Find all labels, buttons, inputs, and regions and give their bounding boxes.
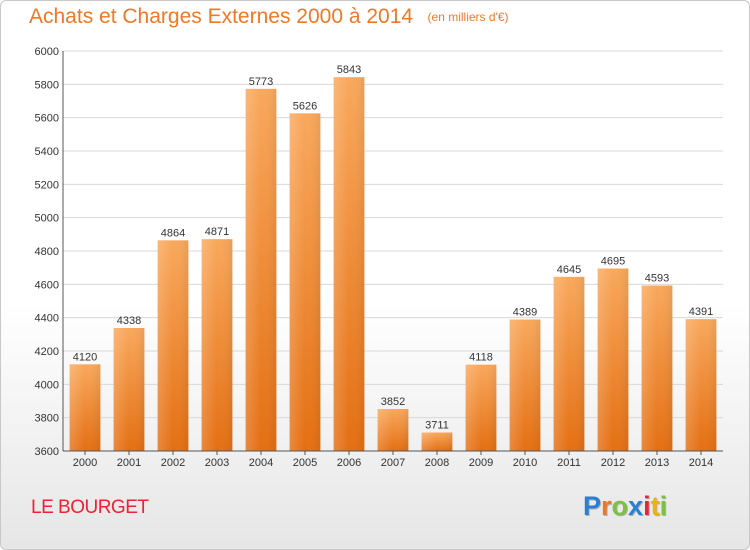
- y-tick-label: 5000: [35, 213, 59, 225]
- y-tick-label: 4200: [35, 346, 59, 358]
- data-label: 4645: [557, 264, 581, 276]
- bar-highlight: [685, 319, 717, 451]
- y-tick-label: 5400: [35, 146, 59, 158]
- bar-highlight: [421, 432, 453, 451]
- data-label: 4118: [469, 352, 493, 364]
- y-tick-label: 4800: [35, 246, 59, 258]
- bar-highlight: [245, 88, 277, 451]
- logo-letter: x: [628, 491, 644, 521]
- bar-highlight: [69, 364, 101, 451]
- chart-title: Achats et Charges Externes 2000 à 2014: [29, 5, 414, 28]
- bar-highlight: [377, 409, 409, 451]
- data-label: 4389: [513, 307, 537, 319]
- x-tick-label: 2010: [513, 457, 537, 469]
- x-tick-label: 2012: [601, 457, 625, 469]
- y-tick-label: 5600: [35, 113, 59, 125]
- y-tick-label: 4400: [35, 313, 59, 325]
- x-tick-label: 2006: [337, 457, 361, 469]
- data-label: 5843: [337, 64, 361, 76]
- location-label: LE BOURGET: [31, 497, 149, 518]
- x-tick-label: 2011: [557, 457, 581, 469]
- x-tick-label: 2008: [425, 457, 449, 469]
- logo-letter: r: [601, 491, 612, 521]
- logo-letter: i: [659, 491, 668, 521]
- data-label: 5773: [249, 76, 273, 88]
- proxiti-logo[interactable]: Proxiti: [583, 491, 667, 522]
- y-tick-label: 5800: [35, 79, 59, 91]
- logo-letter: t: [650, 491, 660, 521]
- data-label: 4391: [689, 306, 713, 318]
- data-label: 3852: [381, 396, 405, 408]
- x-tick-label: 2009: [469, 457, 493, 469]
- y-tick-label: 6000: [35, 46, 59, 58]
- data-label: 5626: [293, 100, 317, 112]
- y-tick-label: 4600: [35, 279, 59, 291]
- x-tick-label: 2014: [689, 457, 713, 469]
- bar-highlight: [553, 276, 585, 451]
- y-tick-label: 5200: [35, 179, 59, 191]
- bar-highlight: [597, 268, 629, 451]
- data-label: 4593: [645, 273, 669, 285]
- y-tick-label: 3600: [35, 446, 59, 458]
- x-tick-label: 2000: [73, 457, 97, 469]
- bar-highlight: [509, 319, 541, 451]
- data-label: 4695: [601, 256, 625, 268]
- bar-highlight: [333, 77, 365, 452]
- chart-subtitle: (en milliers d'€): [427, 10, 509, 24]
- title-row: Achats et Charges Externes 2000 à 2014 (…: [29, 5, 509, 29]
- bar-highlight: [113, 328, 145, 451]
- x-tick-label: 2013: [645, 457, 669, 469]
- bar-highlight: [465, 364, 497, 451]
- logo-letter: P: [583, 491, 602, 521]
- x-tick-label: 2002: [161, 457, 185, 469]
- x-tick-label: 2003: [205, 457, 229, 469]
- data-label: 3711: [425, 420, 449, 432]
- data-label: 4338: [117, 315, 141, 327]
- bar-highlight: [201, 239, 233, 451]
- y-tick-label: 3800: [35, 413, 59, 425]
- logo-letter: i: [643, 491, 651, 521]
- x-tick-label: 2001: [117, 457, 141, 469]
- bar-highlight: [157, 240, 189, 451]
- data-label: 4120: [73, 351, 97, 363]
- y-tick-label: 4000: [35, 379, 59, 391]
- bar-highlight: [289, 113, 321, 451]
- x-tick-label: 2007: [381, 457, 405, 469]
- x-tick-label: 2005: [293, 457, 317, 469]
- logo-letter: o: [611, 491, 629, 521]
- axes: 3600 3800 4000 4200 4400 4600 4800 5000 5200 5400…: [35, 46, 723, 469]
- data-label: 4864: [161, 227, 185, 239]
- x-tick-label: 2004: [249, 457, 273, 469]
- bar-highlight: [641, 285, 673, 451]
- bars: 4120 4338 4864 4871 5773 5626 5843 3852 3711 4118…: [69, 64, 717, 452]
- data-label: 4871: [205, 226, 229, 238]
